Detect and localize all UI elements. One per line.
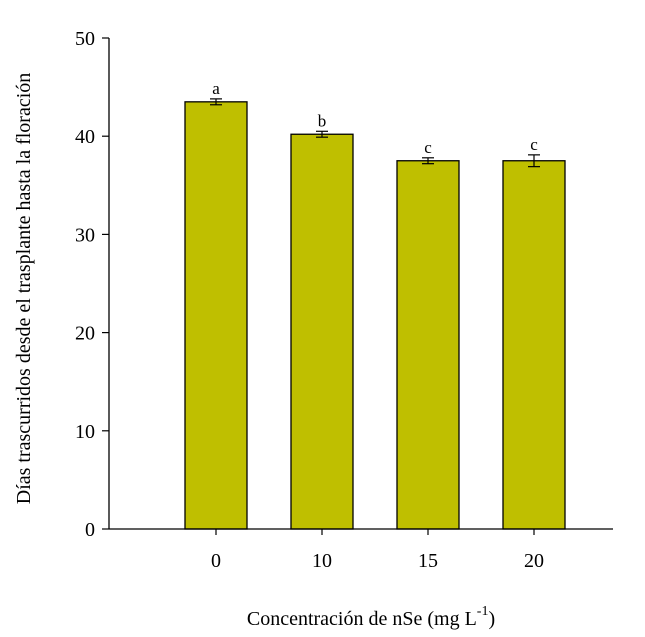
x-tick-label-0: 0 xyxy=(211,550,221,572)
x-axis-label-suffix: ) xyxy=(488,608,495,630)
y-tick-label-50: 50 xyxy=(75,28,95,50)
significance-letter-15: c xyxy=(424,138,432,157)
bar-20 xyxy=(502,160,566,530)
x-axis-label: Concentración de nSe (mg L-1) xyxy=(247,604,495,630)
bars-group xyxy=(184,101,566,530)
bar-10 xyxy=(290,133,354,530)
x-tick-label-15: 15 xyxy=(418,550,438,572)
bar-15 xyxy=(396,160,460,530)
significance-letters-group: a b c c xyxy=(212,79,538,157)
y-tick-label-0: 0 xyxy=(85,519,95,541)
x-tick-label-10: 10 xyxy=(312,550,332,572)
x-axis-label-superscript: -1 xyxy=(477,604,489,619)
significance-letter-0: a xyxy=(212,79,220,98)
bar-0 xyxy=(184,101,248,530)
x-tick-label-20: 20 xyxy=(524,550,544,572)
y-tick-label-30: 30 xyxy=(75,224,95,246)
y-tick-label-20: 20 xyxy=(75,323,95,345)
significance-letter-20: c xyxy=(530,135,538,154)
error-bars-group xyxy=(210,98,540,168)
significance-letter-10: b xyxy=(318,111,327,130)
x-axis-label-main: Concentración de nSe (mg L xyxy=(247,608,477,630)
y-axis-label: Días trascurridos desde el trasplante ha… xyxy=(13,73,35,505)
y-tick-label-10: 10 xyxy=(75,421,95,443)
y-tick-label-40: 40 xyxy=(75,126,95,148)
axes-group: 0 10 15 20 0 10 20 30 40 50 xyxy=(75,28,613,572)
